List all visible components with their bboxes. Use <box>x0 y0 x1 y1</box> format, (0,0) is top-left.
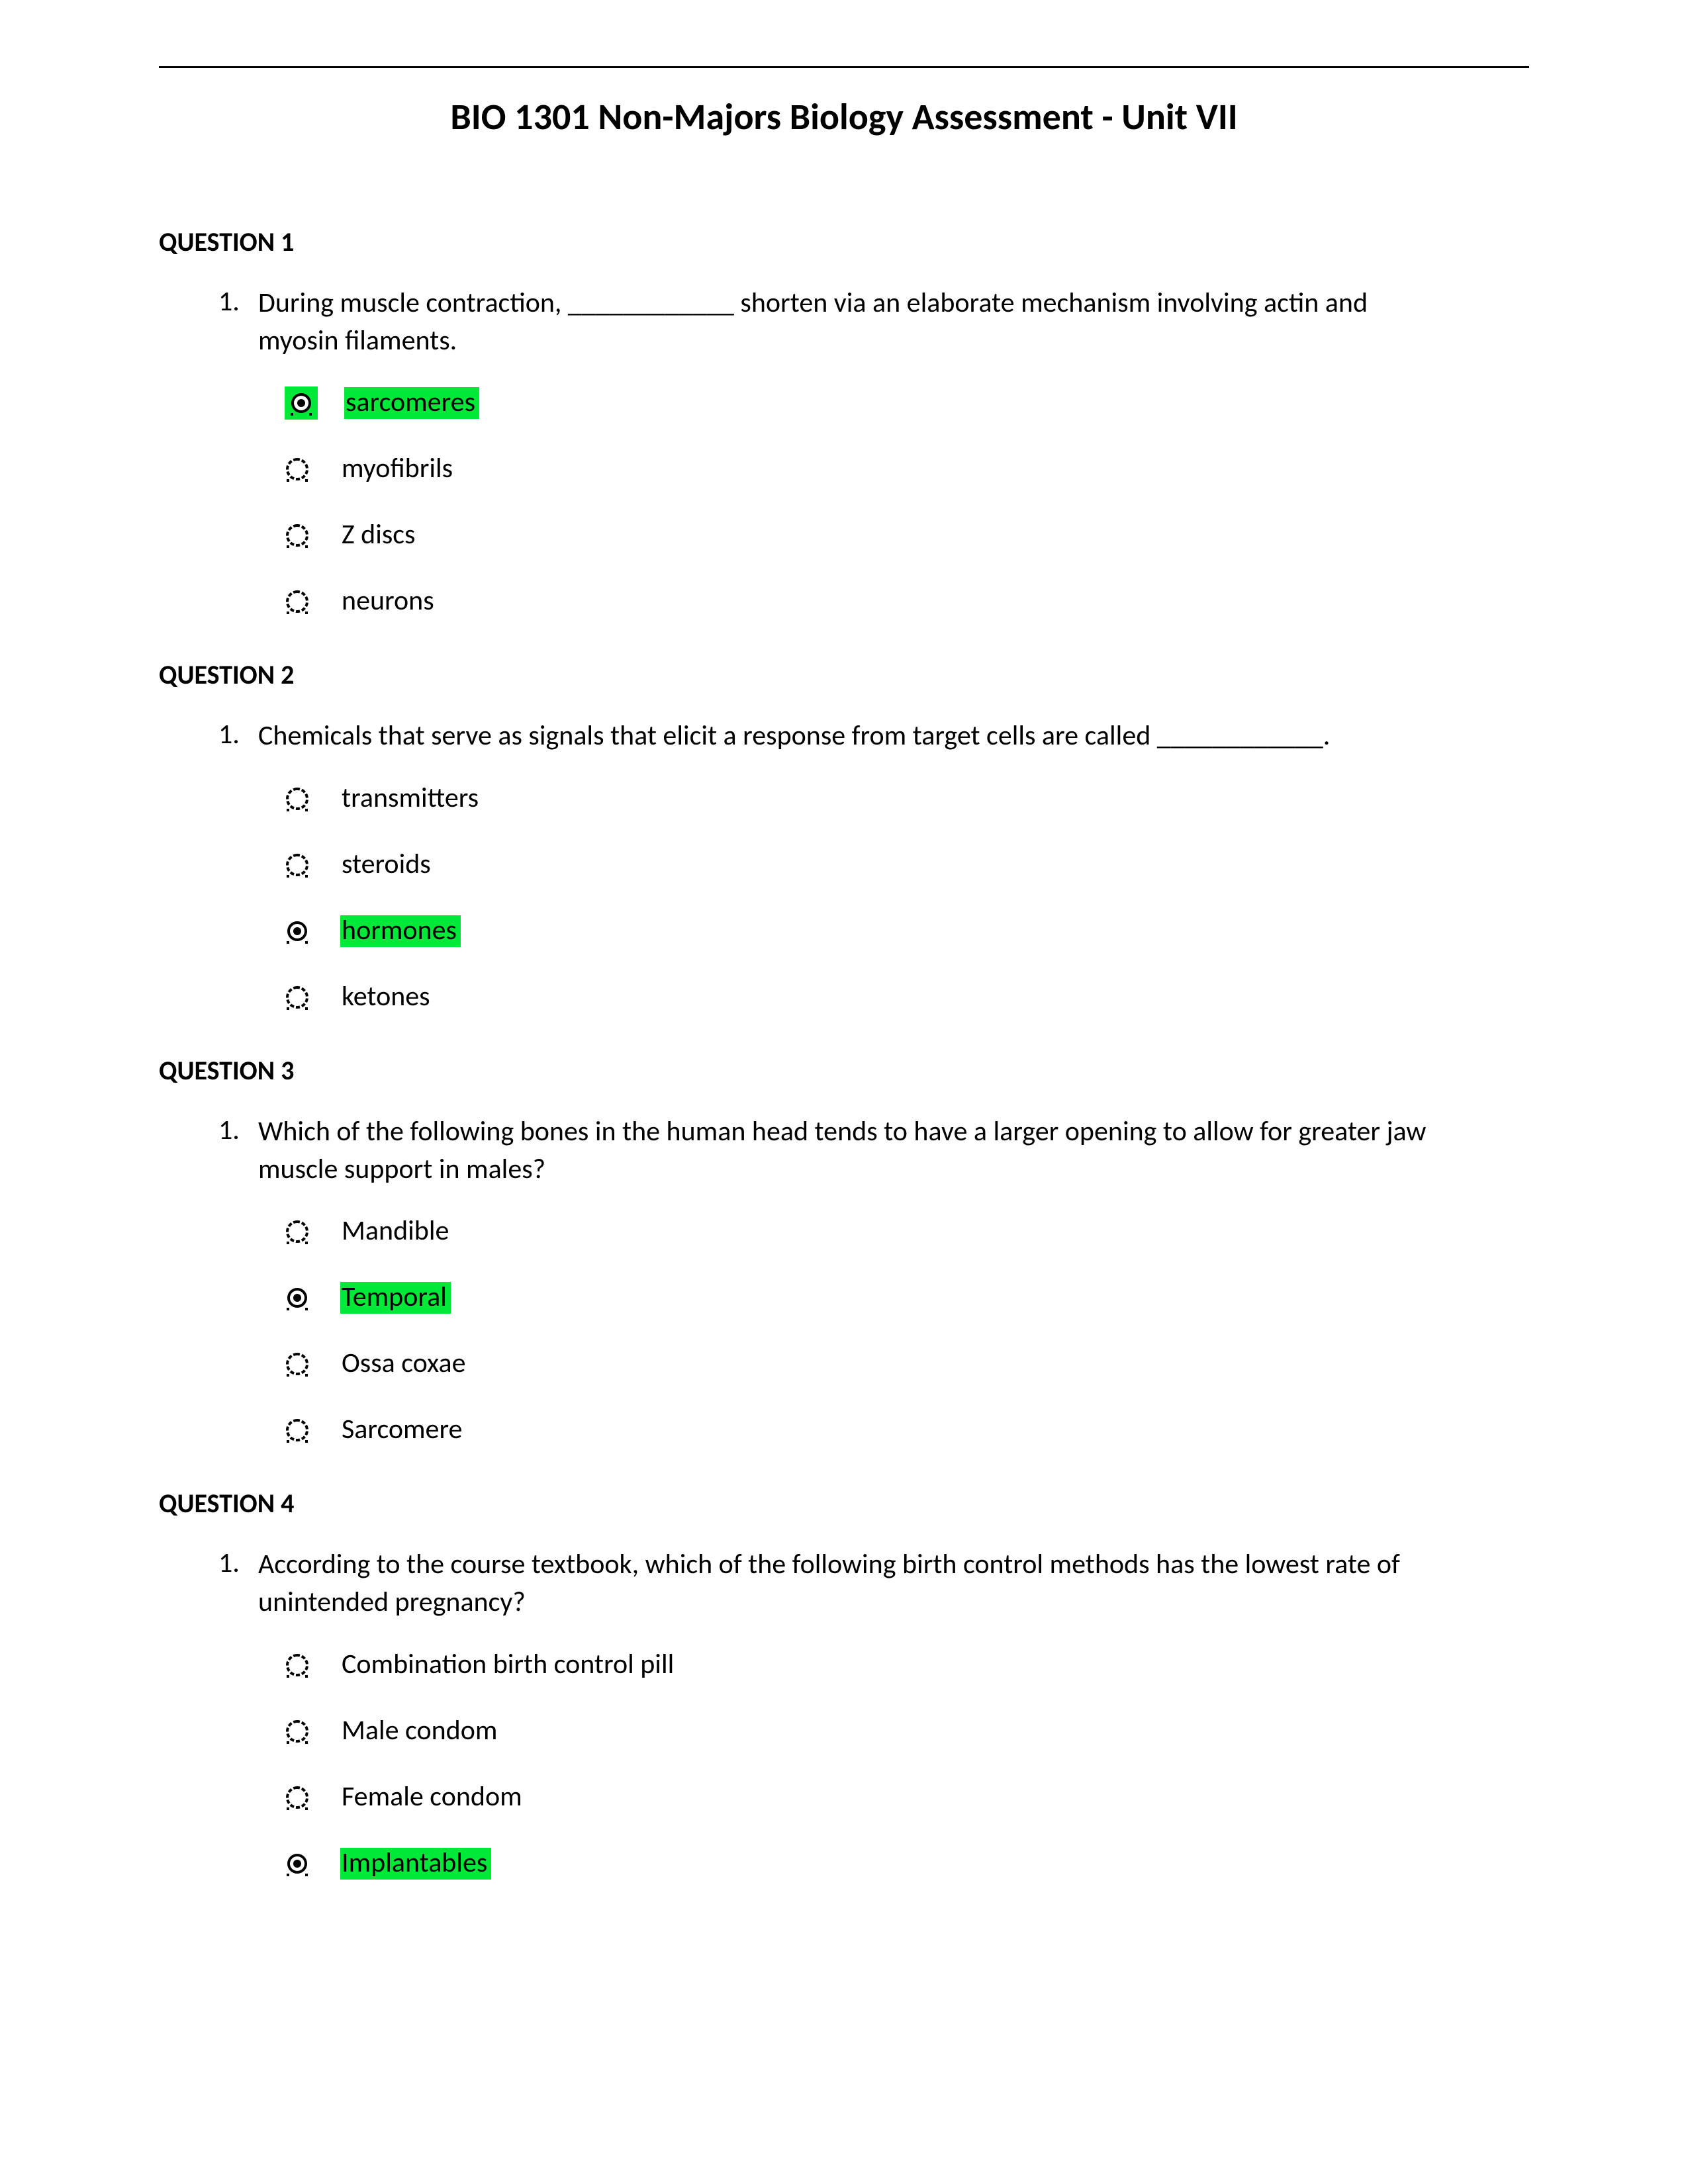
question-prompt: Chemicals that serve as signals that eli… <box>258 717 1330 755</box>
page: BIO 1301 Non-Majors Biology Assessment -… <box>0 0 1688 2184</box>
question-number: 1. <box>218 1113 258 1147</box>
question-number: 1. <box>218 285 258 318</box>
option-label: Combination birth control pill <box>340 1649 678 1681</box>
radio-unselected-icon[interactable] <box>285 457 310 482</box>
option-row[interactable]: steroids <box>285 848 1529 882</box>
options-list: transmitters steroids hormones ketones <box>285 782 1529 1015</box>
option-row[interactable]: neurons <box>285 584 1529 619</box>
radio-unselected-icon[interactable] <box>285 589 310 614</box>
question-block: QUESTION 3 1.Which of the following bones… <box>159 1054 1529 1447</box>
radio-selected-icon[interactable] <box>285 1851 310 1876</box>
options-list: Combination birth control pill Male condo… <box>285 1648 1529 1881</box>
question-heading: QUESTION 1 <box>159 226 1529 258</box>
option-label: Male condom <box>340 1715 501 1747</box>
question-block: QUESTION 1 1.During muscle contraction, _… <box>159 226 1529 619</box>
option-label: Z discs <box>340 520 419 551</box>
option-row[interactable]: Combination birth control pill <box>285 1648 1529 1682</box>
radio-unselected-icon[interactable] <box>285 1351 310 1377</box>
question-block: QUESTION 2 1.Chemicals that serve as sign… <box>159 659 1529 1015</box>
radio-unselected-icon[interactable] <box>285 786 310 811</box>
options-list: Mandible Temporal Ossa coxae Sarcomere <box>285 1214 1529 1447</box>
question-prompt-row: 1.During muscle contraction, ___________… <box>218 285 1529 359</box>
option-label: Sarcomere <box>340 1414 466 1446</box>
radio-selected-icon[interactable] <box>285 387 318 420</box>
radio-unselected-icon[interactable] <box>285 852 310 878</box>
radio-selected-icon[interactable] <box>285 1285 310 1310</box>
option-label: Temporal <box>340 1282 451 1314</box>
option-label: Mandible <box>340 1216 453 1248</box>
option-row[interactable]: sarcomeres <box>285 386 1529 420</box>
question-prompt-row: 1.Which of the following bones in the hu… <box>218 1113 1529 1188</box>
option-label: hormones <box>340 915 461 947</box>
option-row[interactable]: Implantables <box>285 1846 1529 1881</box>
question-heading: QUESTION 4 <box>159 1487 1529 1520</box>
questions-container: QUESTION 11.During muscle contraction, _… <box>159 226 1529 1881</box>
radio-unselected-icon[interactable] <box>285 1785 310 1810</box>
question-number: 1. <box>218 1546 258 1580</box>
option-row[interactable]: Z discs <box>285 518 1529 553</box>
page-title: BIO 1301 Non-Majors Biology Assessment -… <box>159 95 1529 140</box>
option-row[interactable]: Mandible <box>285 1214 1529 1249</box>
question-prompt: According to the course textbook, which … <box>258 1546 1450 1621</box>
radio-unselected-icon[interactable] <box>285 1219 310 1244</box>
option-row[interactable]: Temporal <box>285 1281 1529 1315</box>
option-label: Ossa coxae <box>340 1348 469 1380</box>
radio-unselected-icon[interactable] <box>285 1719 310 1744</box>
option-label: myofibrils <box>340 453 457 485</box>
option-row[interactable]: Female condom <box>285 1780 1529 1815</box>
option-label: steroids <box>340 849 435 881</box>
question-prompt-row: 1.According to the course textbook, whic… <box>218 1546 1529 1621</box>
question-block: QUESTION 4 1.According to the course text… <box>159 1487 1529 1880</box>
option-label: transmitters <box>340 783 483 815</box>
question-prompt: During muscle contraction, ____________ … <box>258 285 1450 359</box>
question-heading: QUESTION 2 <box>159 659 1529 691</box>
top-divider <box>159 66 1529 68</box>
option-label: sarcomeres <box>344 387 479 419</box>
radio-selected-icon[interactable] <box>285 919 310 944</box>
question-number: 1. <box>218 717 258 751</box>
question-heading: QUESTION 3 <box>159 1054 1529 1087</box>
option-label: ketones <box>340 981 434 1013</box>
radio-unselected-icon[interactable] <box>285 1653 310 1678</box>
option-row[interactable]: Sarcomere <box>285 1413 1529 1447</box>
option-row[interactable]: ketones <box>285 980 1529 1015</box>
option-label: Implantables <box>340 1848 491 1880</box>
radio-unselected-icon[interactable] <box>285 1418 310 1443</box>
radio-unselected-icon[interactable] <box>285 985 310 1010</box>
option-row[interactable]: Male condom <box>285 1714 1529 1749</box>
radio-unselected-icon[interactable] <box>285 523 310 548</box>
option-row[interactable]: transmitters <box>285 782 1529 816</box>
option-row[interactable]: hormones <box>285 914 1529 948</box>
options-list: sarcomeres myofibrils Z discs neurons <box>285 386 1529 619</box>
option-label: neurons <box>340 586 438 617</box>
option-row[interactable]: myofibrils <box>285 452 1529 486</box>
option-label: Female condom <box>340 1782 526 1813</box>
question-prompt: Which of the following bones in the huma… <box>258 1113 1450 1188</box>
option-row[interactable]: Ossa coxae <box>285 1347 1529 1381</box>
question-prompt-row: 1.Chemicals that serve as signals that e… <box>218 717 1529 755</box>
